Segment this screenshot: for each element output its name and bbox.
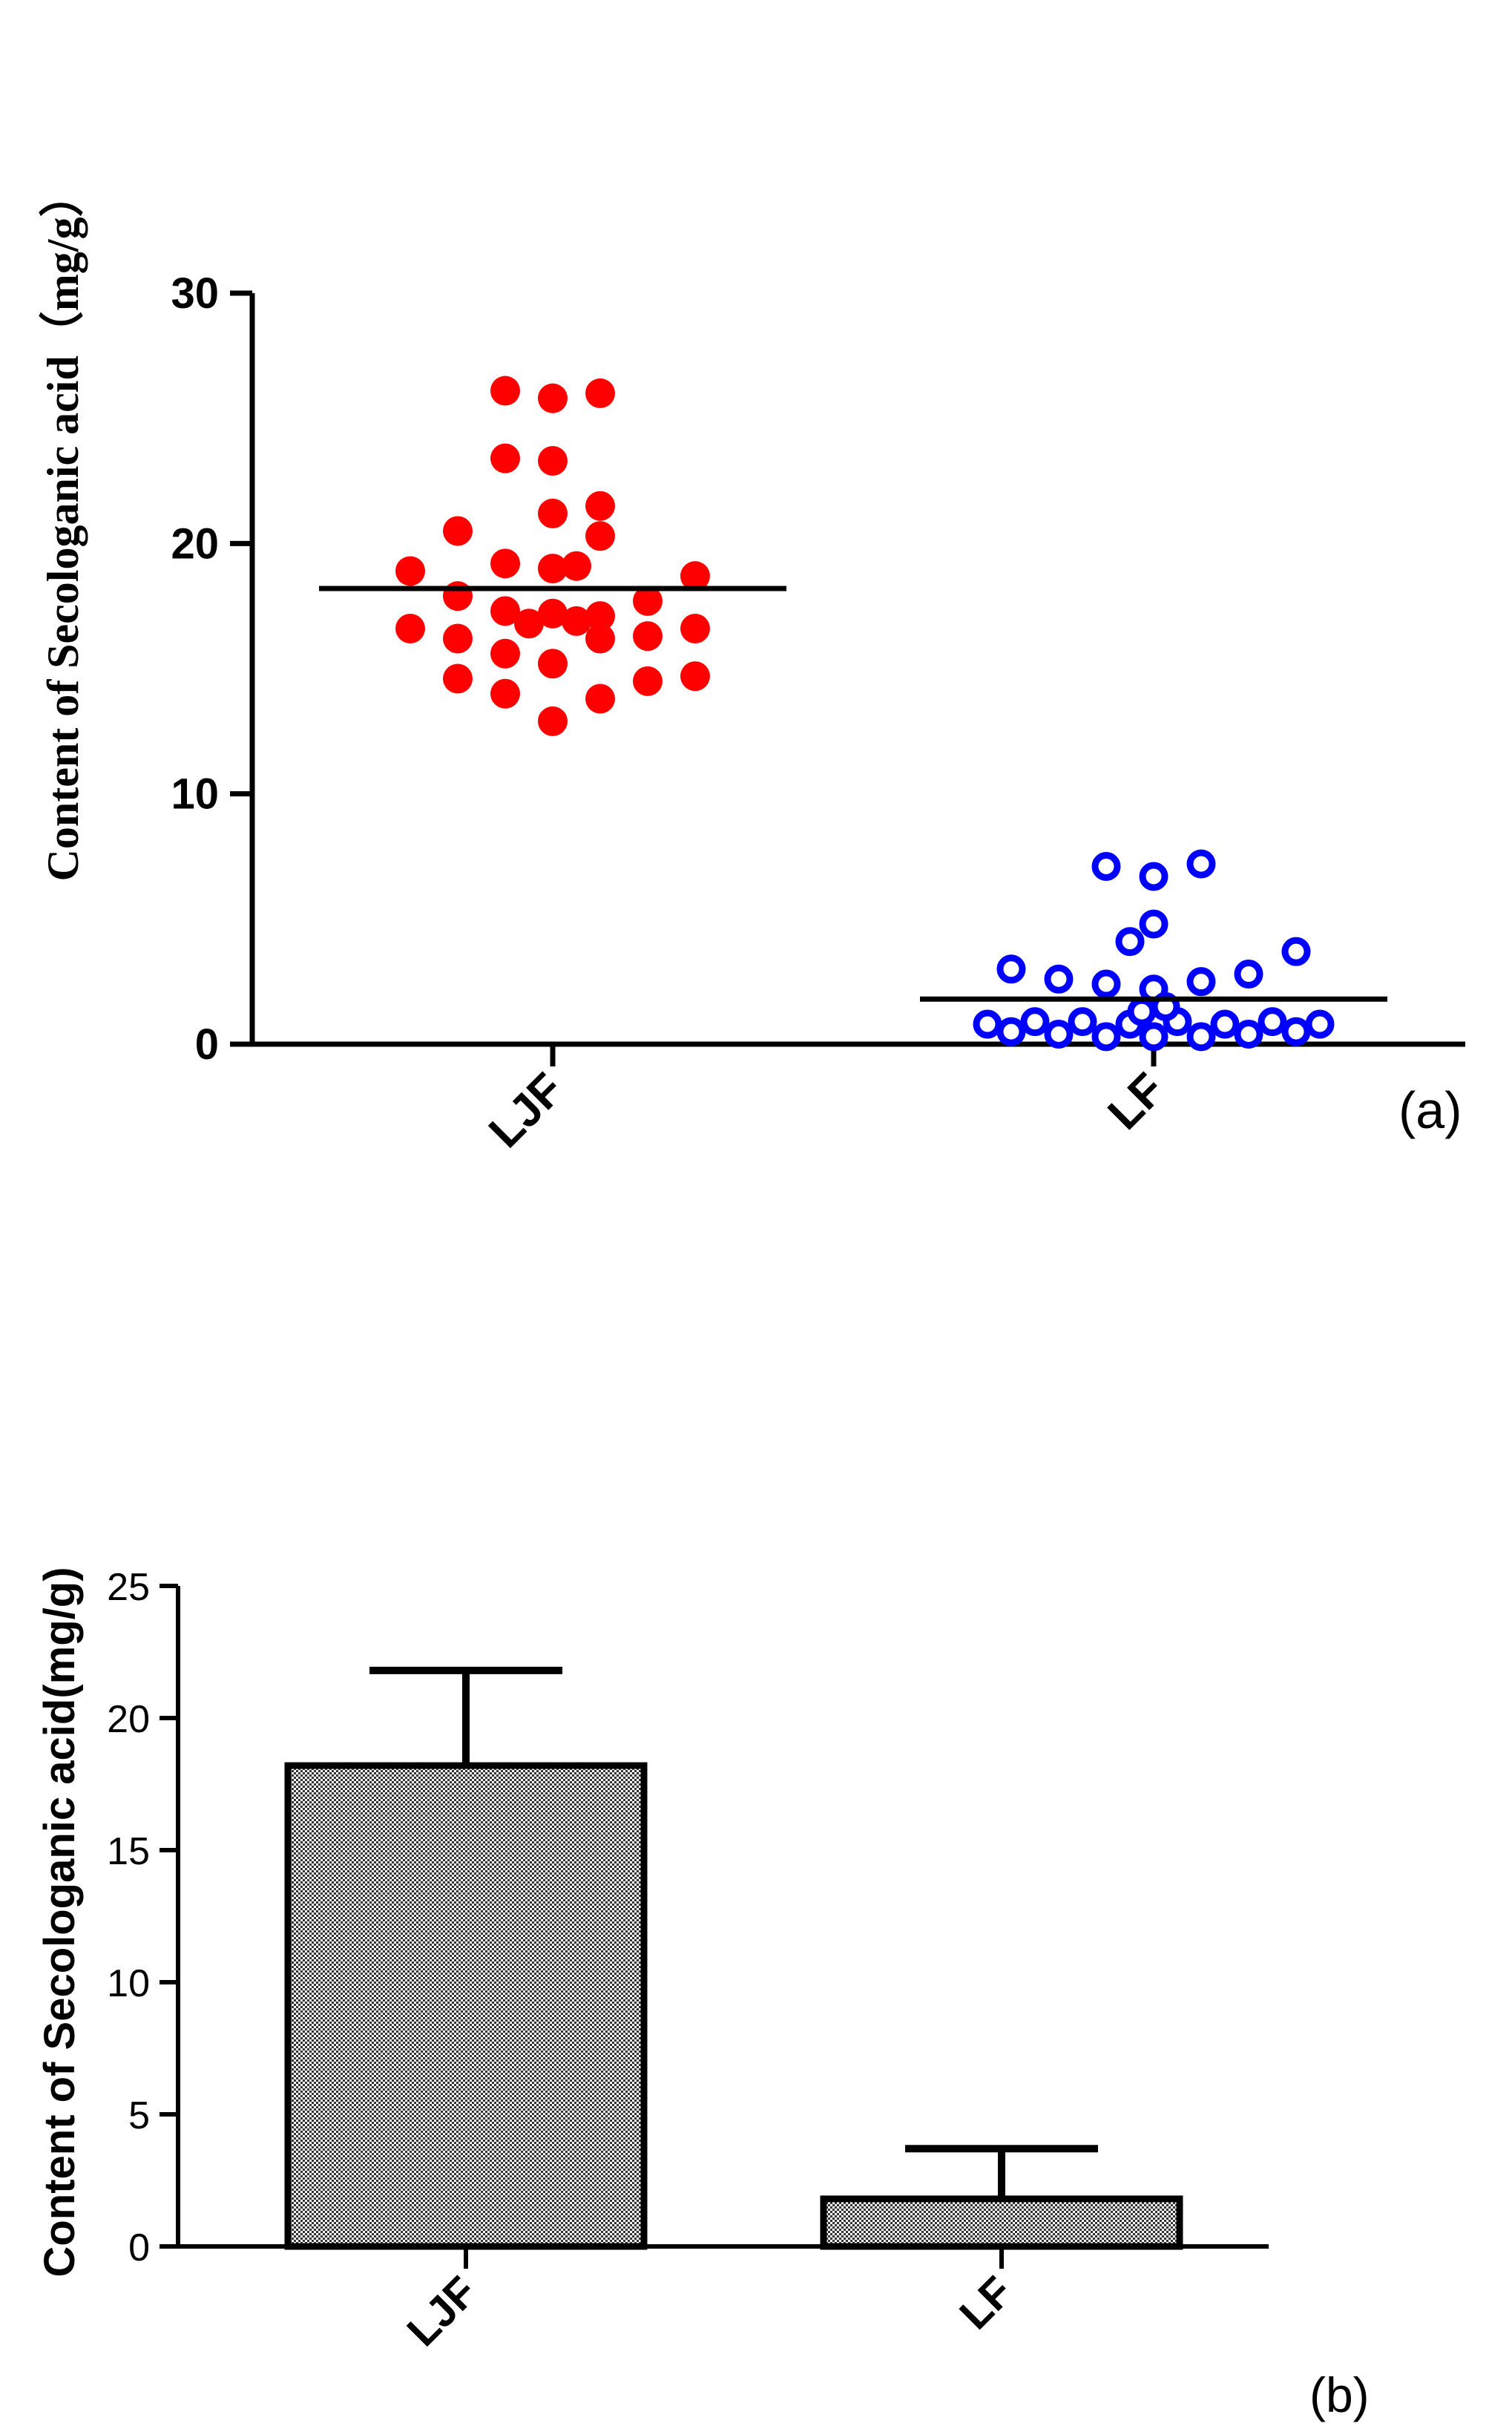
chart-a-point-ljf xyxy=(443,663,473,694)
chart-a-point-ljf xyxy=(538,598,568,629)
chart-a-point-ljf xyxy=(514,609,544,639)
chart-a-point-lf xyxy=(1139,909,1168,939)
chart-a-point-ljf xyxy=(490,638,520,669)
chart-a-x-tick-label: LJF xyxy=(479,1063,573,1158)
chart-a-point-ljf xyxy=(490,376,520,406)
chart-a: Content of Secologanic acid（mg/g） 0 10 20 3… xyxy=(38,173,1465,1158)
chart-a-point-lf xyxy=(1091,1022,1121,1052)
chart-a-point-ljf xyxy=(490,596,520,626)
chart-a-point-ljf xyxy=(633,621,663,652)
chart-a-point-ljf xyxy=(538,498,568,528)
chart-a-point-lf xyxy=(1281,937,1311,966)
chart-b-axes: 0 5 10 15 20 25 xyxy=(107,1566,1269,2269)
chart-a-point-ljf xyxy=(538,446,568,476)
chart-a-point-ljf xyxy=(490,548,520,579)
chart-a-y-tick-label: 20 xyxy=(171,519,219,568)
chart-a-point-lf xyxy=(1258,1007,1287,1037)
chart-b: Content of Secologanic acid(mg/g) 0 5 10 15… xyxy=(36,1566,1370,2422)
chart-a-point-ljf xyxy=(562,551,591,581)
chart-a-point-lf xyxy=(1091,851,1121,881)
chart-a-point-ljf xyxy=(585,601,615,632)
chart-b-y-tick-label: 5 xyxy=(128,2094,150,2137)
chart-a-panel-label: (a) xyxy=(1398,1081,1462,1139)
chart-a-point-lf xyxy=(1139,1022,1168,1052)
chart-a-point-ljf xyxy=(633,666,663,696)
chart-a-point-ljf xyxy=(490,443,520,473)
chart-a-point-ljf xyxy=(585,521,615,551)
chart-a-point-ljf xyxy=(395,556,425,586)
chart-a-y-tick-label: 30 xyxy=(171,269,219,318)
chart-b-y-tick-label: 0 xyxy=(128,2226,150,2269)
chart-a-point-ljf xyxy=(680,561,710,591)
chart-b-bar-lf xyxy=(820,2195,1183,2250)
chart-a-point-ljf xyxy=(443,516,473,546)
chart-b-y-tick-label: 25 xyxy=(107,1566,150,1609)
chart-a-point-ljf xyxy=(585,491,615,521)
chart-a-point-ljf xyxy=(490,678,520,709)
chart-a-point-lf xyxy=(1234,1020,1263,1049)
chart-b-bars xyxy=(284,1666,1183,2250)
chart-a-point-ljf xyxy=(443,623,473,654)
chart-a-point-lf xyxy=(973,1009,1002,1039)
chart-a-point-lf xyxy=(1210,1009,1240,1039)
chart-b-x-tick-label: LF xyxy=(950,2267,1022,2338)
chart-a-point-ljf xyxy=(538,554,568,584)
chart-a-point-ljf xyxy=(443,581,473,612)
chart-b-y-tick-label: 15 xyxy=(107,1830,150,1873)
chart-a-point-ljf xyxy=(538,383,568,413)
chart-a-point-lf xyxy=(1234,960,1263,989)
chart-a-point-lf xyxy=(1139,862,1168,891)
chart-a-point-lf xyxy=(1186,967,1216,997)
chart-b-panel-label: (b) xyxy=(1309,2367,1370,2422)
chart-b-y-axis-label: Content of Secologanic acid(mg/g) xyxy=(36,1567,84,2277)
chart-a-point-lf xyxy=(1044,1020,1074,1049)
chart-a-point-ljf xyxy=(562,606,591,636)
chart-a-means xyxy=(319,586,1387,1002)
chart-a-x-tick-label: LF xyxy=(1099,1063,1174,1139)
chart-a-point-lf xyxy=(1186,849,1216,879)
chart-a-point-ljf xyxy=(538,649,568,679)
chart-a-x-tick-labels: LJF LF xyxy=(479,1063,1174,1158)
chart-b-x-tick-labels: LJF LF xyxy=(398,2267,1022,2356)
chart-a-point-lf xyxy=(1020,1007,1050,1037)
chart-a-point-ljf xyxy=(395,614,425,644)
chart-b-bar-ljf xyxy=(284,1762,648,2250)
chart-a-point-ljf xyxy=(680,661,710,692)
chart-a-point-lf xyxy=(1305,1009,1335,1039)
chart-a-point-lf xyxy=(1068,1007,1097,1037)
chart-b-x-tick-label: LJF xyxy=(398,2267,486,2356)
chart-a-y-tick-label: 10 xyxy=(171,770,219,819)
chart-a-point-ljf xyxy=(680,614,710,644)
chart-a-point-lf xyxy=(996,1017,1026,1046)
chart-b-y-tick-label: 10 xyxy=(107,1962,150,2005)
chart-a-point-ljf xyxy=(538,706,568,736)
chart-a-y-tick-label: 0 xyxy=(195,1020,219,1069)
chart-a-point-lf xyxy=(1281,1017,1311,1046)
chart-a-point-lf xyxy=(996,954,1026,984)
chart-a-axes: 0 10 20 30 xyxy=(171,269,1465,1069)
chart-a-point-ljf xyxy=(585,378,615,408)
chart-b-y-tick-label: 20 xyxy=(107,1698,150,1741)
chart-a-points xyxy=(395,376,1335,1052)
chart-a-point-lf xyxy=(1044,964,1074,994)
chart-a-point-lf xyxy=(1115,927,1145,957)
chart-a-point-lf xyxy=(1091,969,1121,999)
chart-a-point-ljf xyxy=(585,684,615,714)
chart-a-y-axis-label: Content of Secologanic acid（mg/g） xyxy=(38,173,88,882)
chart-a-point-ljf xyxy=(585,623,615,654)
chart-a-point-lf xyxy=(1186,1022,1216,1052)
chart-a-point-ljf xyxy=(633,586,663,616)
chart-a-point-lf xyxy=(1127,997,1157,1026)
